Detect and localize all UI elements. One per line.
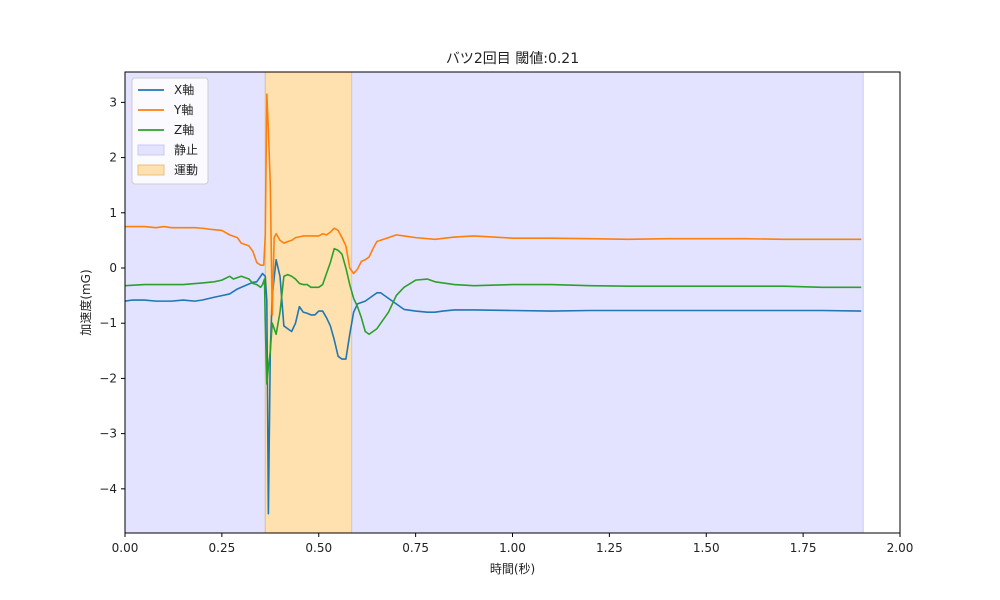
series-lines <box>124 93 862 515</box>
y-tick-label: 1 <box>109 206 117 220</box>
y-tick-label: 0 <box>109 261 117 275</box>
x-axis: 0.00 0.25 0.50 0.75 1.00 1.25 1.50 1.75 2.00 <box>112 533 914 555</box>
y-axis-label: 加速度(mG) <box>78 269 93 335</box>
legend-entry: 運動 <box>174 163 198 177</box>
x-tick-label: 1.00 <box>499 541 526 555</box>
y-tick-label: 2 <box>109 151 117 165</box>
legend-swatch <box>137 164 165 176</box>
legend-entry: 静止 <box>174 143 198 157</box>
legend-box <box>131 77 209 185</box>
chart-title: バツ2回目 閾値:0.21 <box>446 51 579 67</box>
series-line-2 <box>124 247 862 385</box>
y-tick-label: −3 <box>99 427 117 441</box>
y-axis: −4 −3 −2 −1 0 1 2 3 <box>99 95 125 496</box>
x-tick-label: 1.75 <box>790 541 817 555</box>
series-line-0 <box>124 258 862 515</box>
x-tick-label: 1.25 <box>596 541 623 555</box>
region-span-2 <box>351 71 864 534</box>
x-tick-label: 1.50 <box>693 541 720 555</box>
y-tick-label: −4 <box>99 482 117 496</box>
legend-entry: Z軸 <box>174 123 194 137</box>
legend-entry: Y軸 <box>173 103 193 117</box>
series-line-1 <box>125 93 862 316</box>
legend-swatch <box>137 144 165 156</box>
x-axis-label: 時間(秒) <box>490 562 535 576</box>
legend-entry: X軸 <box>174 83 194 97</box>
x-tick-label: 0.50 <box>305 541 332 555</box>
x-tick-label: 0.75 <box>402 541 429 555</box>
region-spans <box>124 71 864 534</box>
x-tick-label: 2.00 <box>887 541 914 555</box>
x-tick-label: 0.00 <box>112 541 139 555</box>
y-tick-label: 3 <box>109 95 117 109</box>
y-tick-label: −2 <box>99 371 117 385</box>
region-span-1 <box>264 71 353 534</box>
y-tick-label: −1 <box>99 316 117 330</box>
x-tick-label: 0.25 <box>209 541 236 555</box>
